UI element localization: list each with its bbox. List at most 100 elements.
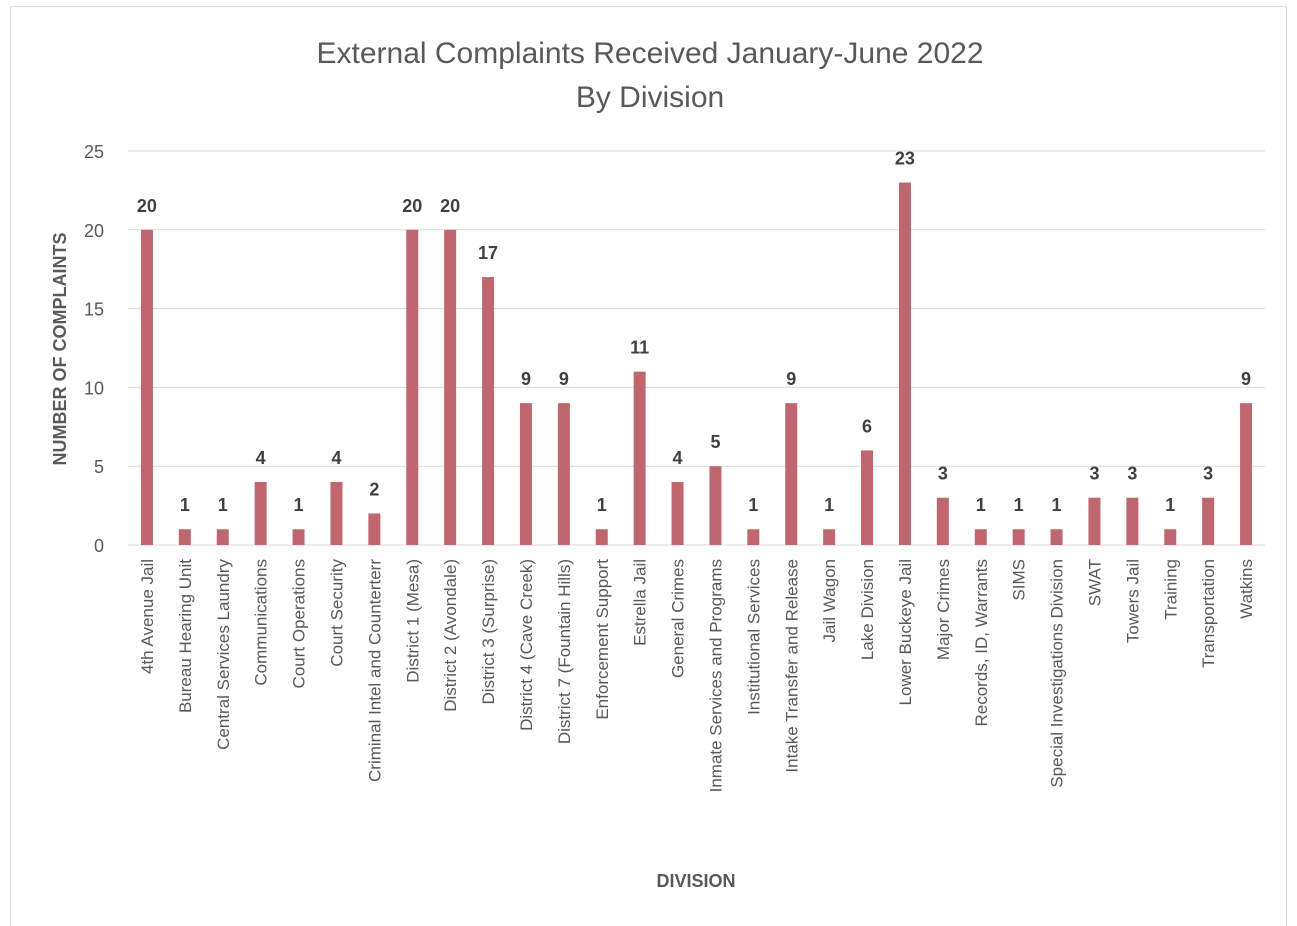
data-label: 11: [630, 338, 649, 358]
y-tick-label: 25: [84, 142, 104, 162]
y-axis-ticks: 0 5 10 15 20 25: [84, 142, 104, 556]
bar: [1126, 497, 1139, 545]
bar: [1088, 497, 1101, 545]
bar: [557, 403, 570, 545]
bar: [444, 229, 457, 546]
x-tick-label: SIMS: [1010, 559, 1029, 601]
data-label: 3: [1089, 464, 1099, 484]
bar: [1050, 529, 1063, 545]
x-tick-label: Jail Wagon: [820, 559, 839, 642]
data-label: 6: [862, 416, 872, 436]
bar: [861, 450, 874, 545]
data-label: 3: [1127, 464, 1137, 484]
data-label: 1: [1052, 495, 1062, 515]
data-label: 1: [748, 495, 758, 515]
bar: [406, 229, 419, 546]
y-tick-label: 0: [94, 536, 104, 556]
x-tick-label: District 4 (Cave Creek): [517, 559, 536, 731]
bar: [254, 481, 267, 545]
x-tick-label: District 2 (Avondale): [441, 559, 460, 712]
bar: [671, 481, 684, 545]
y-axis-label: NUMBER OF COMPLAINTS: [50, 233, 70, 466]
bar: [482, 277, 495, 545]
bar: [519, 403, 532, 545]
y-tick-label: 20: [84, 221, 104, 241]
bar: [974, 529, 987, 545]
data-label: 4: [673, 448, 683, 468]
data-label: 2: [369, 479, 379, 499]
x-tick-label: Institutional Services: [744, 559, 763, 715]
data-label: 17: [478, 243, 498, 263]
bar: [330, 481, 343, 545]
x-tick-label: Criminal Intel and Counterterr: [365, 559, 384, 782]
y-tick-label: 5: [94, 457, 104, 477]
x-tick-label: Lower Buckeye Jail: [896, 559, 915, 705]
x-tick-label: Inmate Services and Programs: [706, 559, 725, 792]
bar: [595, 529, 608, 545]
data-label: 1: [180, 495, 190, 515]
x-tick-label: General Crimes: [669, 559, 688, 678]
data-label: 9: [786, 369, 796, 389]
data-label: 1: [218, 495, 228, 515]
x-tick-label: Estrella Jail: [631, 559, 650, 646]
x-tick-label: Special Investigations Division: [1048, 559, 1067, 788]
gridlines: [128, 150, 1265, 546]
chart-subtitle: By Division: [576, 81, 724, 114]
x-tick-label: Communications: [252, 559, 271, 686]
bar: [633, 371, 646, 545]
data-label: 1: [1014, 495, 1024, 515]
bar: [747, 529, 760, 545]
x-tick-label: Enforcement Support: [593, 559, 612, 720]
data-label: 9: [559, 369, 569, 389]
chart-frame: [10, 6, 1287, 926]
bar: [1240, 403, 1253, 545]
bar: [785, 403, 798, 545]
x-axis-label: DIVISION: [656, 871, 735, 891]
bars: [140, 182, 1253, 546]
bar: [709, 466, 722, 545]
data-label: 4: [331, 448, 341, 468]
x-axis-ticks: 4th Avenue Jail Bureau Hearing Unit Centra…: [138, 559, 1256, 793]
x-tick-label: Watkins: [1237, 559, 1256, 619]
x-tick-label: 4th Avenue Jail: [138, 559, 157, 674]
data-label: 4: [256, 448, 266, 468]
x-tick-label: Towers Jail: [1123, 559, 1142, 643]
y-tick-label: 10: [84, 378, 104, 398]
data-label: 1: [824, 495, 834, 515]
data-label: 9: [521, 369, 531, 389]
bar: [178, 529, 191, 545]
data-label: 23: [895, 149, 915, 169]
bar: [1202, 497, 1215, 545]
data-label: 3: [938, 464, 948, 484]
data-label: 1: [294, 495, 304, 515]
x-tick-label: SWAT: [1085, 559, 1104, 606]
data-label: 1: [597, 495, 607, 515]
x-tick-label: Lake Division: [858, 559, 877, 660]
bar: [936, 497, 949, 545]
x-tick-label: Court Operations: [290, 559, 309, 688]
bar: [140, 229, 153, 546]
bar: [1164, 529, 1177, 545]
x-tick-label: Court Security: [327, 559, 346, 667]
x-tick-label: Records, ID, Warrants: [972, 559, 991, 727]
x-tick-label: Transportation: [1199, 559, 1218, 668]
chart-title: External Complaints Received January-Jun…: [316, 37, 983, 70]
bar: [292, 529, 305, 545]
data-label: 20: [440, 196, 460, 216]
data-label: 20: [137, 196, 157, 216]
x-tick-label: District 3 (Surprise): [479, 559, 498, 704]
bar: [898, 182, 911, 545]
bar: [368, 513, 381, 545]
bar: [1012, 529, 1025, 545]
x-tick-label: Intake Transfer and Release: [782, 559, 801, 773]
x-tick-label: District 7 (Fountain Hills): [555, 559, 574, 744]
bar: [823, 529, 836, 545]
y-tick-label: 15: [84, 300, 104, 320]
data-label: 9: [1241, 369, 1251, 389]
x-tick-label: Central Services Laundry: [214, 559, 233, 750]
data-label: 3: [1203, 464, 1213, 484]
x-tick-label: Training: [1161, 559, 1180, 620]
x-tick-label: District 1 (Mesa): [403, 559, 422, 683]
